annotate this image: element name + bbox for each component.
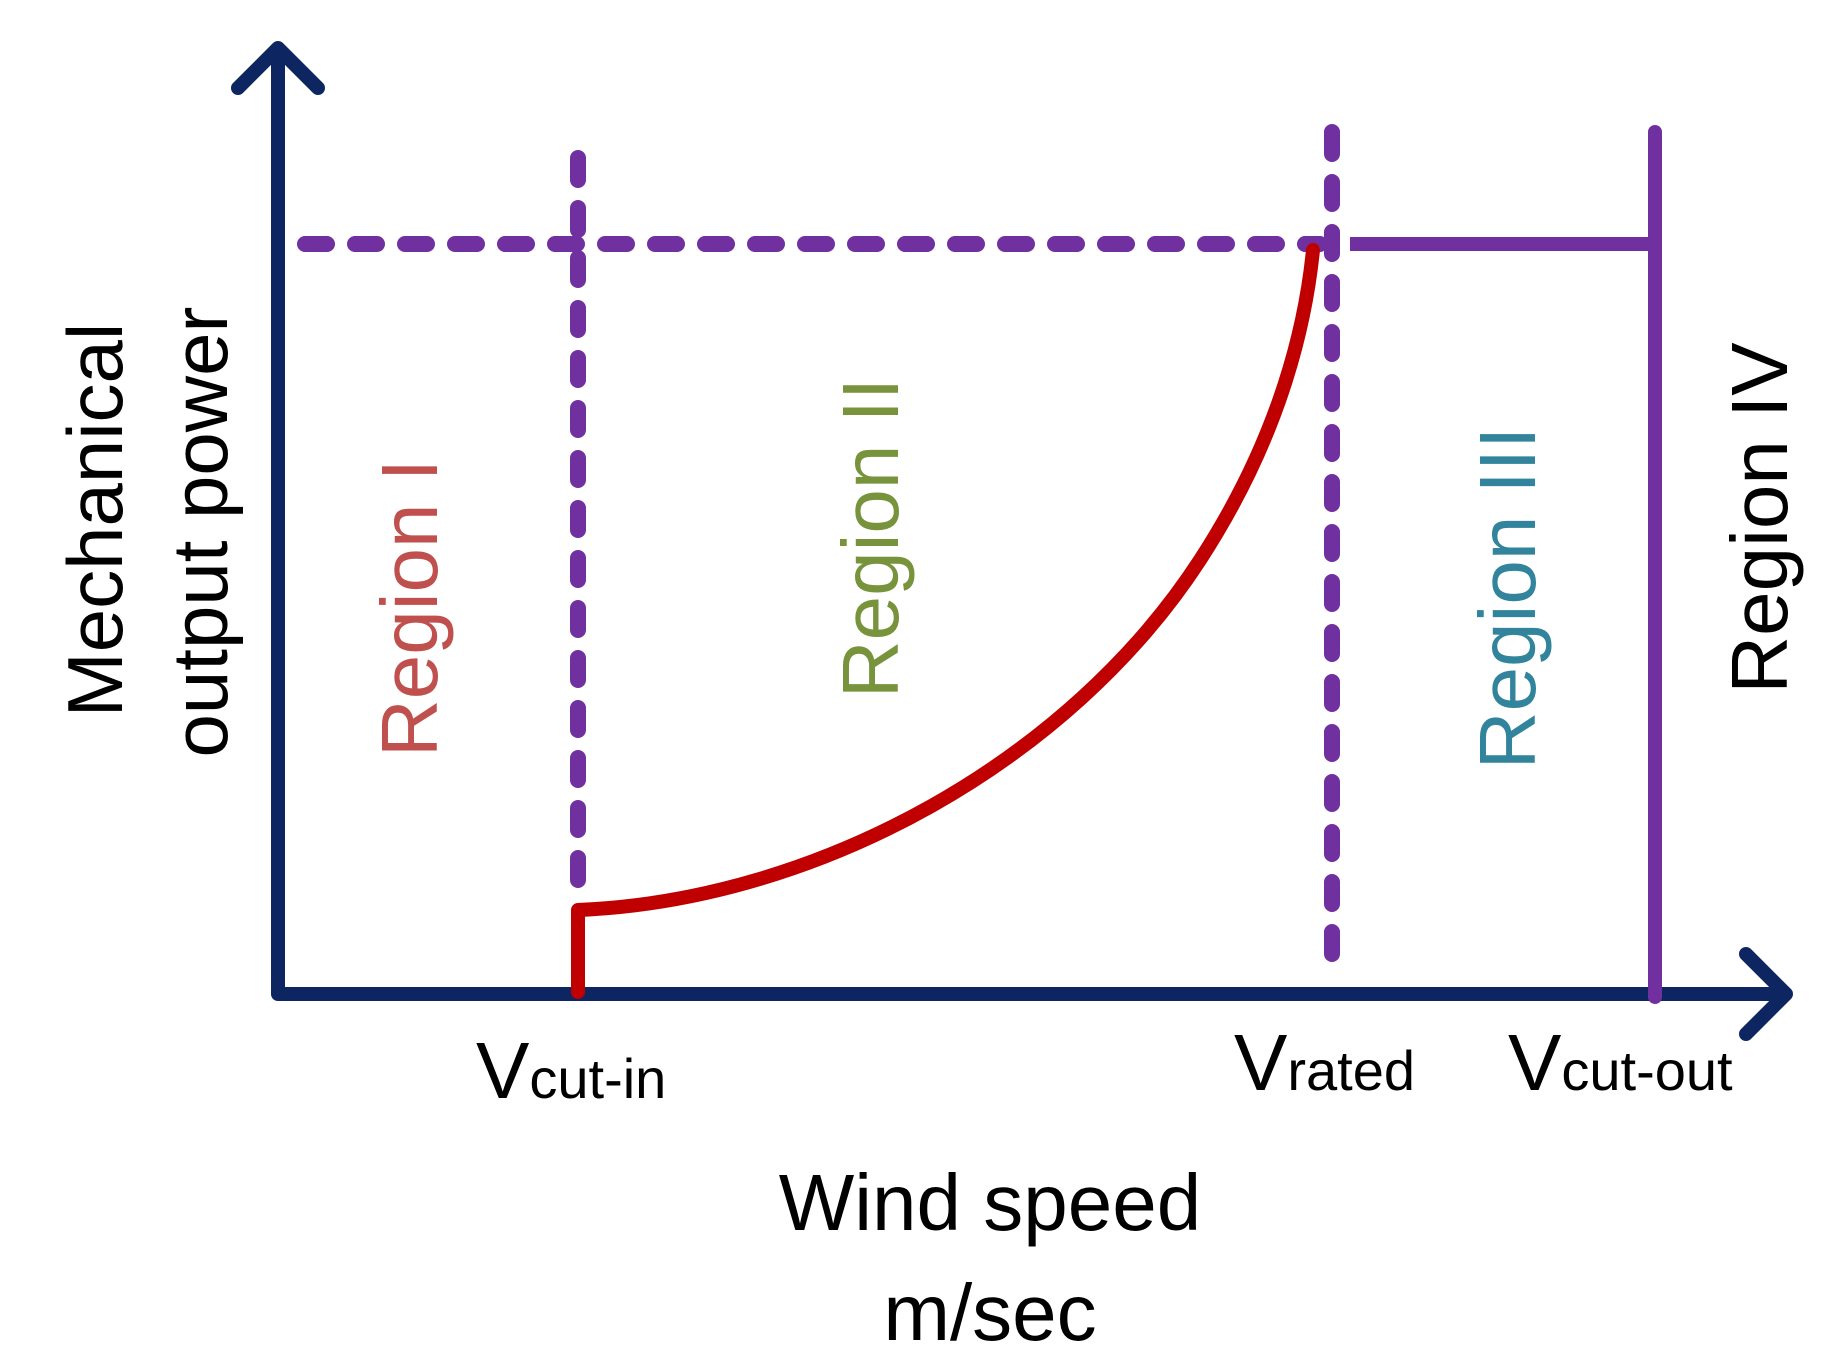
x-axis-label-line1: Wind speed bbox=[779, 1158, 1201, 1247]
cut-out-speed-subscript: cut-out bbox=[1561, 1039, 1733, 1102]
rated-speed-symbol: V bbox=[1234, 1018, 1288, 1107]
y-axis-label-line1: Mechanical bbox=[51, 323, 139, 718]
region-4-label: Region IV bbox=[1715, 342, 1804, 694]
power-curve bbox=[571, 243, 1320, 999]
y-axis-label-line2: output power bbox=[156, 307, 244, 758]
region-1-label: Region I bbox=[365, 459, 454, 757]
cut-in-speed-subscript: cut-in bbox=[529, 1047, 666, 1110]
cut-out-speed-label: Vcut-out bbox=[1508, 1018, 1733, 1107]
y-axis-arrowhead bbox=[231, 41, 325, 95]
x-axis-arrowhead bbox=[1739, 947, 1793, 1041]
rated-speed-label: Vrated bbox=[1234, 1018, 1415, 1107]
cut-in-speed-label: Vcut-in bbox=[476, 1026, 666, 1115]
rated-speed-subscript: rated bbox=[1287, 1039, 1415, 1102]
x-axis-label-line2: m/sec bbox=[883, 1268, 1096, 1357]
cut-out-speed-symbol: V bbox=[1508, 1018, 1562, 1107]
region-3-label: Region III bbox=[1463, 427, 1552, 769]
region-2-label: Region II bbox=[826, 378, 915, 698]
region-boundaries bbox=[297, 124, 1662, 1004]
cut-in-speed-symbol: V bbox=[476, 1026, 530, 1115]
axes bbox=[231, 41, 1793, 1041]
